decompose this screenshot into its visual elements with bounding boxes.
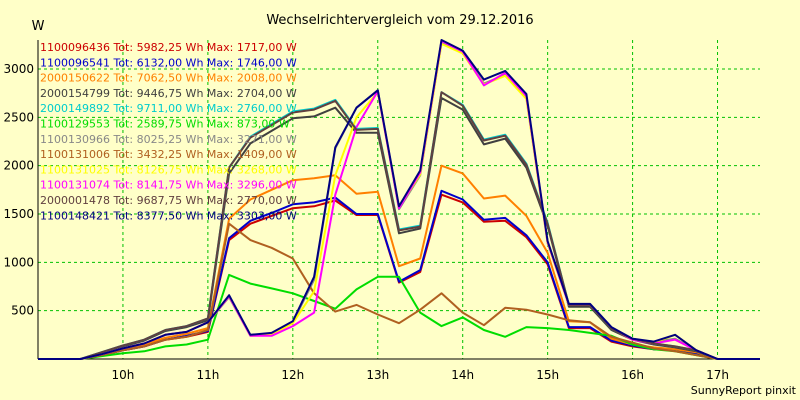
x-tick-label: 13h [366,368,389,382]
tick-labels: 500 1000 1500 2000 2500 3000 10h 11h 12h 13h 14h 15… [3,62,729,382]
series-lines [38,39,760,360]
y-tick-label: 500 [11,304,34,318]
footer-credit: SunnyReport pinxit [691,384,797,397]
y-axis-label: W [32,19,45,34]
chart-title: Wechselrichtervergleich vom 29.12.2016 [266,13,533,28]
x-tick-label: 12h [281,368,304,382]
grid-lines [38,40,760,359]
y-tick-label: 3000 [3,62,34,76]
legend-entry-2000154799: 2000154799 Tot: 9446,75 Wh Max: 2704,00 … [40,87,297,100]
x-tick-label: 10h [112,368,135,382]
legend-entry-1100148421: 1100148421 Tot: 8377,50 Wh Max: 3303,00 … [40,209,297,222]
legend-entry-1100129553: 1100129553 Tot: 2589,75 Wh Max: 873,00 W [40,118,290,131]
legend-entry-2000149892: 2000149892 Tot: 9711,00 Wh Max: 2760,00 … [40,102,297,115]
legend: 1100096436 Tot: 5982,25 Wh Max: 1717,00 … [40,41,297,222]
series-line-1100148421 [38,39,760,360]
x-tick-label: 11h [196,368,219,382]
legend-entry-1100096436: 1100096436 Tot: 5982,25 Wh Max: 1717,00 … [40,41,297,54]
y-tick-label: 2500 [3,110,34,124]
legend-entry-1100131006: 1100131006 Tot: 3432,25 Wh Max: 1409,00 … [40,148,297,161]
x-tick-label: 15h [536,368,559,382]
legend-entry-2000001478: 2000001478 Tot: 9687,75 Wh Max: 2770,00 … [40,194,297,207]
legend-entry-1100131074: 1100131074 Tot: 8141,75 Wh Max: 3296,00 … [40,179,297,192]
y-tick-label: 2000 [3,159,34,173]
series-line-1100131006 [38,222,760,360]
axes [37,40,760,360]
y-tick-label: 1000 [3,255,34,269]
legend-entry-1100130966: 1100130966 Tot: 8025,25 Wh Max: 3271,00 … [40,133,297,146]
x-tick-label: 17h [706,368,729,382]
legend-entry-1100131025: 1100131025 Tot: 8126,75 Wh Max: 3268,00 … [40,163,297,176]
x-tick-label: 14h [451,368,474,382]
y-tick-label: 1500 [3,207,34,221]
legend-entry-1100096541: 1100096541 Tot: 6132,00 Wh Max: 1746,00 … [40,56,297,69]
x-tick-label: 16h [621,368,644,382]
legend-entry-2000150622: 2000150622 Tot: 7062,50 Wh Max: 2008,00 … [40,72,297,85]
